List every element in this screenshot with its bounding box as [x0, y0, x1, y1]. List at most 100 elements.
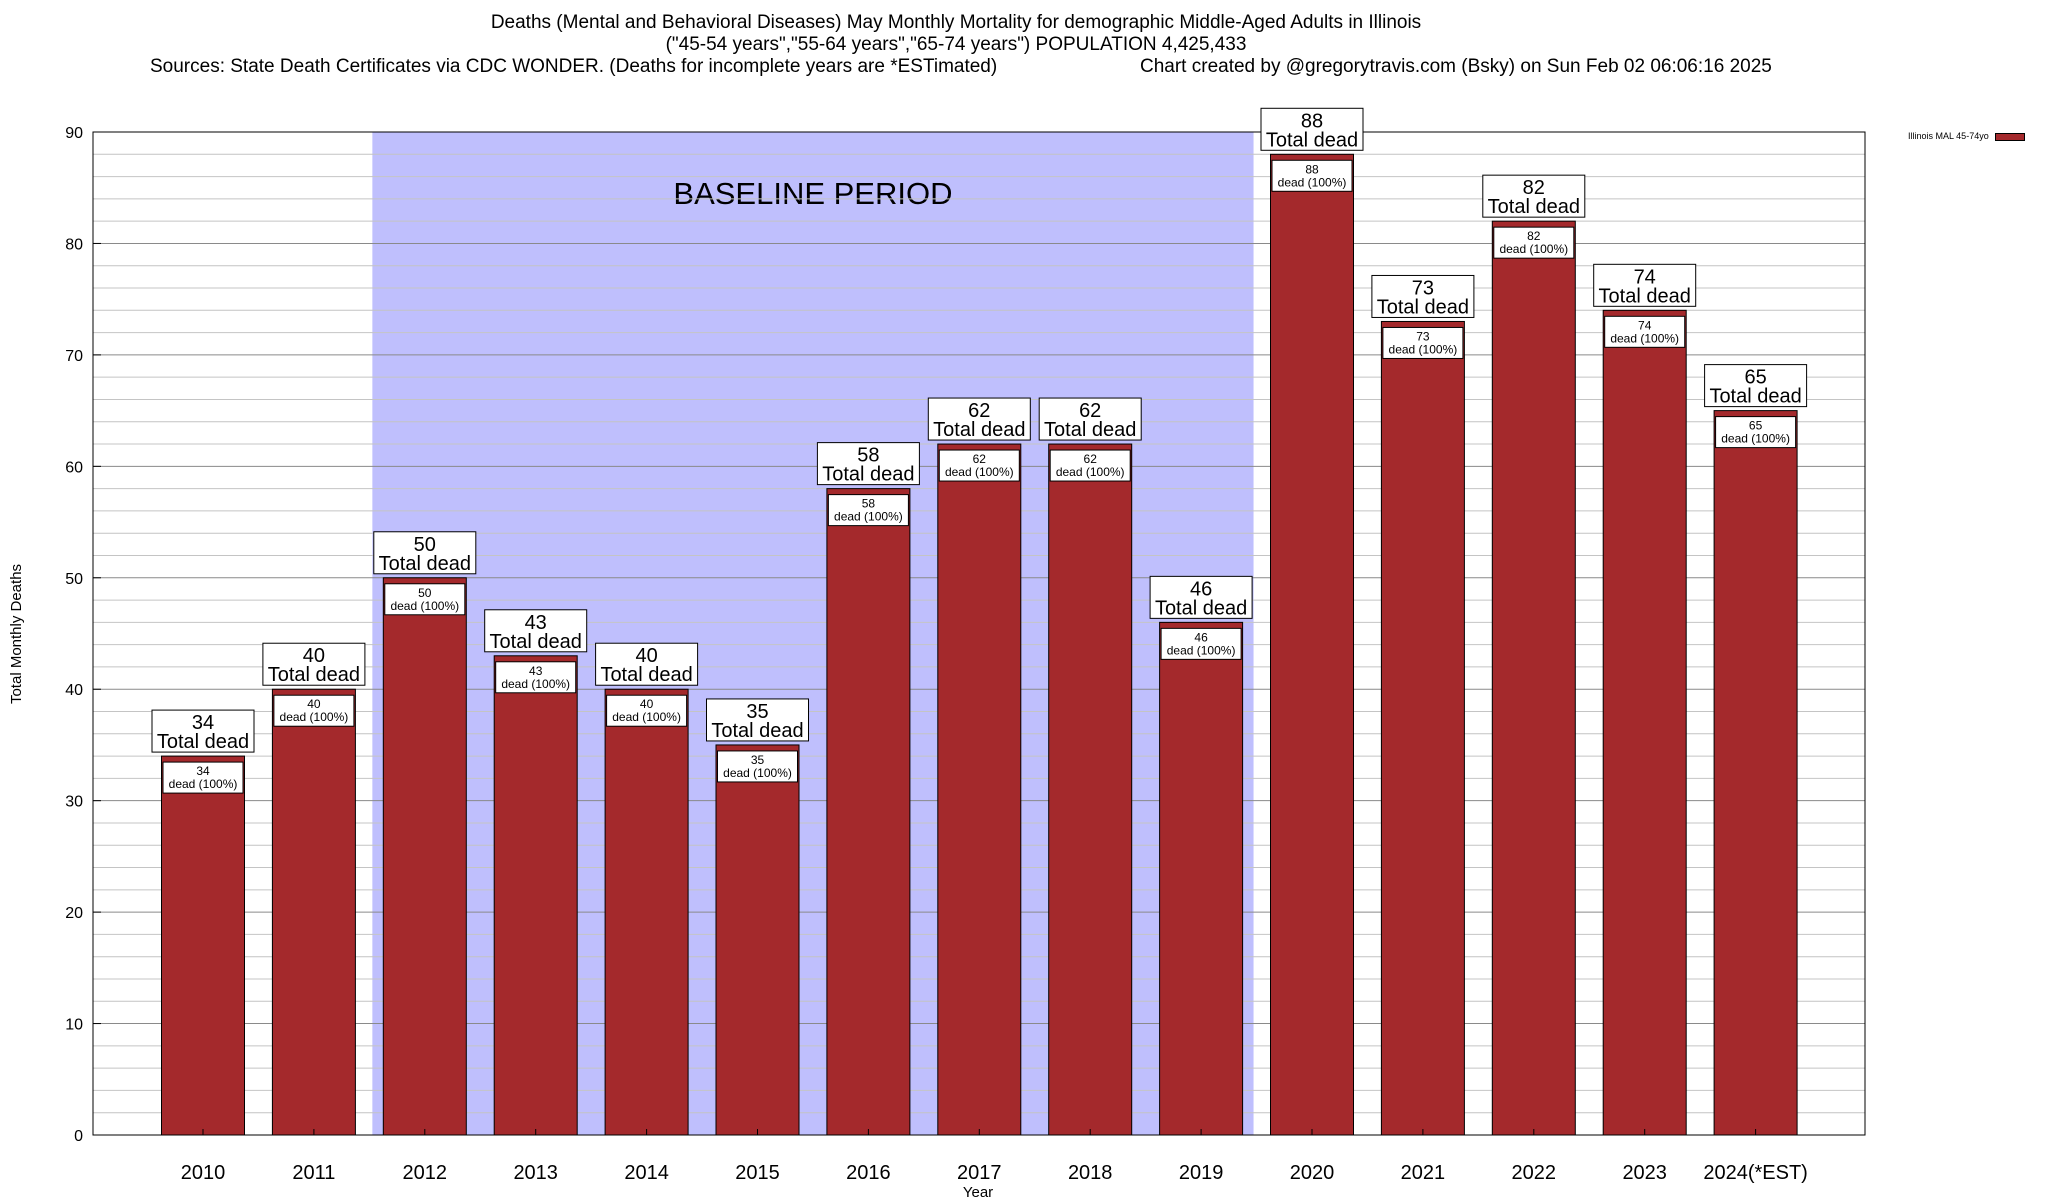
- top-label-box: [151, 709, 255, 753]
- inner-label-box: [1271, 159, 1353, 192]
- bar: [161, 755, 245, 1136]
- inner-label-text: dead (100%): [1167, 643, 1236, 657]
- top-label-value: 40: [303, 645, 325, 667]
- top-label-value: 62: [968, 400, 990, 422]
- inner-label-text: dead (100%): [1499, 242, 1568, 256]
- bar: [826, 488, 911, 1136]
- top-label-value: 50: [414, 534, 436, 556]
- inner-label-value: 58: [862, 497, 876, 511]
- inner-label-value: 35: [751, 753, 765, 767]
- y-tick-label: 30: [65, 794, 83, 811]
- inner-label-text: dead (100%): [834, 510, 903, 524]
- top-label-text: Total dead: [379, 553, 471, 575]
- x-tick-label: 2011: [292, 1162, 335, 1184]
- top-label-box: [1371, 274, 1475, 318]
- chart-title: Deaths (Mental and Behavioral Diseases) …: [0, 12, 2048, 82]
- x-tick-label: 2012: [403, 1162, 448, 1184]
- top-label-text: Total dead: [1155, 597, 1247, 619]
- inner-label-value: 40: [307, 697, 321, 711]
- top-label-text: Total dead: [1709, 386, 1801, 408]
- inner-label-value: 73: [1416, 329, 1430, 343]
- y-tick-label: 40: [65, 682, 83, 699]
- bar: [937, 443, 1022, 1136]
- bar: [382, 577, 467, 1136]
- y-tick-label: 0: [74, 1128, 83, 1145]
- inner-label-box: [1715, 416, 1797, 449]
- inner-label-text: dead (100%): [612, 710, 681, 724]
- inner-label-value: 62: [1084, 452, 1098, 466]
- top-label-value: 73: [1412, 277, 1434, 299]
- bar: [1270, 153, 1354, 1136]
- top-label-text: Total dead: [490, 631, 582, 653]
- inner-label-text: dead (100%): [1278, 175, 1347, 189]
- inner-label-box: [827, 494, 909, 527]
- inner-label-box: [384, 583, 466, 616]
- inner-label-value: 62: [973, 452, 987, 466]
- inner-label-value: 43: [529, 664, 543, 678]
- top-label-box: [706, 698, 809, 742]
- inner-label-value: 40: [640, 697, 654, 711]
- inner-label-value: 50: [418, 586, 432, 600]
- y-tick-label: 70: [65, 348, 83, 365]
- top-label-text: Total dead: [157, 731, 249, 753]
- top-label-text: Total dead: [1488, 196, 1580, 218]
- y-tick-label: 50: [65, 571, 83, 588]
- x-tick-label: 2017: [957, 1162, 1002, 1184]
- x-tick-label: 2019: [1179, 1162, 1224, 1184]
- y-tick-label: 60: [65, 459, 83, 476]
- top-label-value: 58: [857, 445, 879, 467]
- legend-swatch: [1994, 132, 2025, 141]
- inner-label-box: [495, 661, 577, 694]
- y-tick-label: 10: [65, 1017, 83, 1034]
- y-axis-title: Total Monthly Deaths: [8, 564, 25, 704]
- inner-label-box: [1160, 627, 1242, 660]
- top-label-value: 62: [1079, 400, 1101, 422]
- top-label-text: Total dead: [1044, 419, 1136, 441]
- top-label-box: [595, 642, 699, 686]
- inner-label-box: [273, 694, 355, 727]
- inner-label-box: [162, 761, 244, 794]
- inner-label-value: 74: [1638, 318, 1652, 332]
- bar: [715, 744, 800, 1136]
- inner-label-value: 34: [196, 764, 210, 778]
- bar: [1159, 621, 1244, 1136]
- top-label-text: Total dead: [933, 419, 1025, 441]
- inner-label-value: 46: [1194, 630, 1208, 644]
- inner-label-box: [1049, 449, 1131, 482]
- x-tick-label: 2015: [735, 1162, 780, 1184]
- inner-label-text: dead (100%): [1056, 465, 1125, 479]
- inner-label-box: [1493, 226, 1575, 259]
- credit-line: Chart created by @gregorytravis.com (Bsk…: [1140, 56, 1772, 77]
- inner-label-value: 82: [1527, 229, 1541, 243]
- inner-label-box: [606, 694, 688, 727]
- top-label-value: 43: [525, 612, 547, 634]
- sources-line: Sources: State Death Certificates via CD…: [150, 56, 998, 77]
- x-tick-label: 2023: [1622, 1162, 1667, 1184]
- top-label-text: Total dead: [600, 664, 692, 686]
- top-label-value: 82: [1523, 177, 1545, 199]
- top-label-text: Total dead: [1266, 129, 1358, 151]
- inner-label-box: [938, 449, 1020, 482]
- inner-label-text: dead (100%): [1610, 331, 1679, 345]
- inner-label-box: [1382, 326, 1464, 359]
- bar: [271, 688, 356, 1136]
- top-label-value: 46: [1190, 578, 1212, 600]
- bar: [1713, 410, 1798, 1136]
- inner-label-text: dead (100%): [501, 677, 570, 691]
- x-tick-label: 2010: [181, 1162, 226, 1184]
- bar: [604, 688, 689, 1136]
- baseline-label: BASELINE PERIOD: [673, 176, 952, 211]
- inner-label-text: dead (100%): [1721, 432, 1790, 446]
- top-label-value: 65: [1744, 367, 1766, 389]
- bar: [1491, 220, 1576, 1136]
- x-tick-label: 2016: [846, 1162, 891, 1184]
- top-label-box: [1593, 263, 1697, 307]
- inner-label-text: dead (100%): [1389, 342, 1458, 356]
- x-tick-label: 2020: [1290, 1162, 1335, 1184]
- y-tick-label: 20: [65, 905, 83, 922]
- x-tick-label: 2018: [1068, 1162, 1113, 1184]
- top-label-box: [1260, 107, 1364, 151]
- inner-label-box: [1604, 315, 1686, 348]
- legend-label: Illinois MAL 45-74yo: [1908, 131, 1989, 141]
- top-label-text: Total dead: [711, 720, 803, 742]
